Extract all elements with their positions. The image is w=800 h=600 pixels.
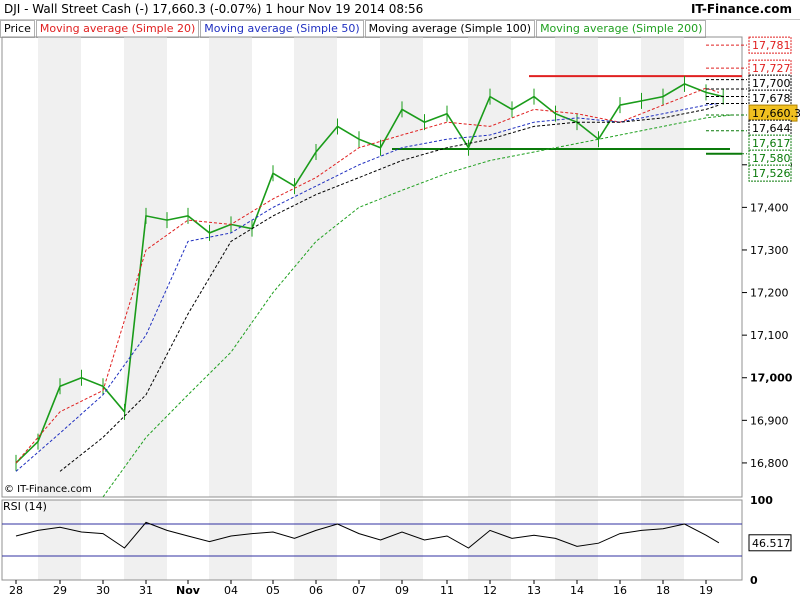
rsi-line xyxy=(15,521,720,549)
x-tick-label: 05 xyxy=(266,584,280,597)
x-tick-label: 11 xyxy=(440,584,454,597)
legend-ma50[interactable]: Moving average (Simple 50) xyxy=(200,20,364,38)
x-tick-label: 13 xyxy=(527,584,541,597)
x-tick-label: 30 xyxy=(96,584,110,597)
y-tick-label: 17,500 xyxy=(750,159,793,172)
x-tick-label: 31 xyxy=(139,584,153,597)
current-price-box xyxy=(748,104,798,122)
price-panel-frame xyxy=(1,36,743,498)
day-band xyxy=(641,37,684,497)
price-label-box xyxy=(748,149,792,167)
price-label: 17,580 xyxy=(752,152,791,165)
price-label-box xyxy=(748,59,792,77)
rsi-day-band xyxy=(468,500,511,580)
series-price xyxy=(15,83,724,464)
watermark: © IT-Finance.com xyxy=(4,484,92,495)
x-tick-label: Nov xyxy=(176,584,201,597)
day-band xyxy=(555,37,598,497)
price-label-box xyxy=(748,74,792,92)
x-tick-label: 06 xyxy=(309,584,323,597)
rsi-tick-label: 100 xyxy=(750,494,773,507)
rsi-value-label: 46.517 xyxy=(752,537,791,550)
price-label: 17,660.3 xyxy=(752,107,800,120)
chart-title: DJI - Wall Street Cash (-) 17,660.3 (-0.… xyxy=(4,2,424,16)
price-label: 17,700 xyxy=(752,77,791,90)
y-tick-label: 16,800 xyxy=(750,457,789,470)
day-band xyxy=(468,37,511,497)
price-label: 17,617 xyxy=(752,137,791,150)
price-label: 17,644 xyxy=(752,122,791,135)
price-label: 17,727 xyxy=(752,62,791,75)
legend-ma100[interactable]: Moving average (Simple 100) xyxy=(364,20,536,38)
price-label-box xyxy=(748,89,792,107)
y-tick-label: 17,100 xyxy=(750,329,789,342)
rsi-label: RSI (14) xyxy=(3,500,47,513)
legend-price[interactable]: Price xyxy=(0,20,35,38)
y-tick-label: 17,400 xyxy=(750,201,789,214)
y-tick-label: 17,300 xyxy=(750,244,789,257)
x-tick-label: 18 xyxy=(656,584,670,597)
price-label-box xyxy=(748,119,792,137)
price-label-box xyxy=(748,164,792,182)
price-label-box xyxy=(748,36,792,54)
legend-ma200[interactable]: Moving average (Simple 200) xyxy=(536,20,707,38)
price-label: 17,526 xyxy=(752,167,791,180)
day-band xyxy=(209,37,252,497)
rsi-day-band xyxy=(294,500,337,580)
x-tick-label: 28 xyxy=(9,584,23,597)
indicator-legend: Price Moving average (Simple 20) Moving av… xyxy=(0,20,707,38)
rsi-day-band xyxy=(124,500,167,580)
price-label: 17,678 xyxy=(752,92,791,105)
y-tick-label: 16,900 xyxy=(750,414,789,427)
chart-header: DJI - Wall Street Cash (-) 17,660.3 (-0.… xyxy=(0,0,800,20)
rsi-tick-label: 0 xyxy=(750,574,758,587)
x-tick-label: 14 xyxy=(570,584,584,597)
legend-ma20[interactable]: Moving average (Simple 20) xyxy=(35,20,200,38)
price-label-box xyxy=(748,134,792,152)
x-tick-label: 19 xyxy=(699,584,713,597)
rsi-panel-frame xyxy=(1,499,743,581)
rsi-day-band xyxy=(555,500,598,580)
x-tick-label: 09 xyxy=(395,584,409,597)
y-tick-label: 17,200 xyxy=(750,287,789,300)
x-tick-label: 16 xyxy=(613,584,627,597)
day-band xyxy=(294,37,337,497)
price-label: 17,781 xyxy=(752,39,791,52)
series-moving-average-simple-100 xyxy=(59,104,720,472)
x-tick-label: 04 xyxy=(224,584,238,597)
day-band xyxy=(380,37,423,497)
series-moving-average-simple-20 xyxy=(15,87,720,464)
x-tick-label: 07 xyxy=(352,584,366,597)
brand-label[interactable]: IT-Finance.com xyxy=(690,2,792,16)
rsi-day-band xyxy=(380,500,423,580)
series-moving-average-simple-200 xyxy=(102,114,732,498)
rsi-day-band xyxy=(209,500,252,580)
rsi-value-box xyxy=(748,534,792,552)
series-moving-average-simple-50 xyxy=(15,102,719,472)
x-tick-label: 29 xyxy=(53,584,67,597)
x-tick-label: 12 xyxy=(483,584,497,597)
day-band xyxy=(124,37,167,497)
rsi-day-band xyxy=(641,500,684,580)
y-tick-label: 17,000 xyxy=(750,372,793,385)
day-band xyxy=(38,37,81,497)
